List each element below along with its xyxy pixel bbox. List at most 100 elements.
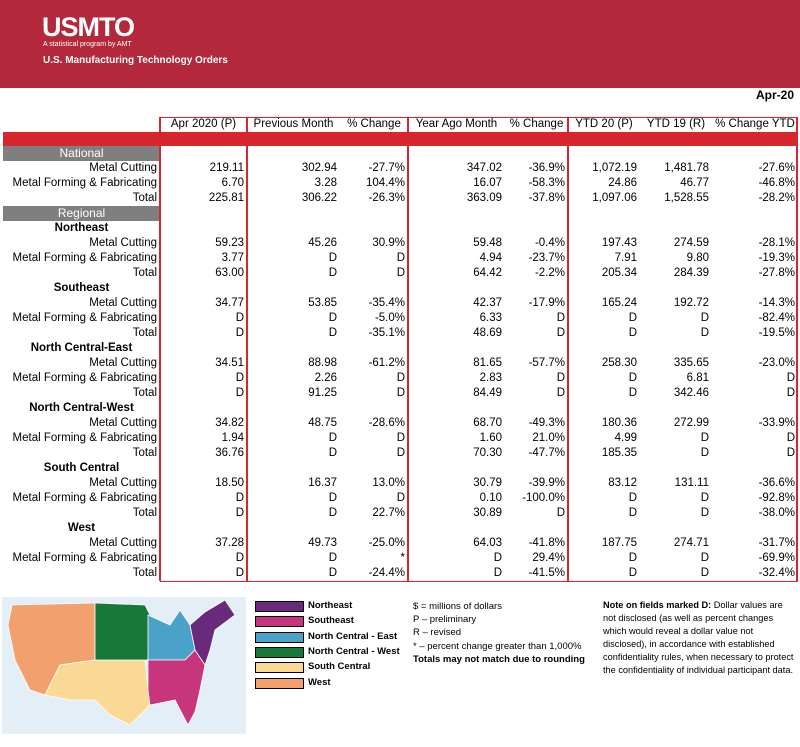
table-cell: 59.23 (215, 237, 244, 249)
table-cell: D (235, 552, 244, 564)
table-cell: 30.89 (473, 507, 502, 519)
table-cell: D (628, 372, 637, 384)
table-cell: 335.65 (673, 357, 709, 369)
table-cell: 48.75 (308, 417, 337, 429)
table-cell: 29.4% (532, 552, 565, 564)
table-cell: -35.1% (368, 327, 405, 339)
column-divider (159, 117, 161, 581)
table-cell: 1,097.06 (592, 192, 637, 204)
logo: USMTO (42, 12, 135, 42)
row-label: Metal Cutting (89, 237, 157, 249)
table-cell: -27.6% (758, 162, 795, 174)
column-header: % Change (509, 118, 564, 130)
table-cell: 104.4% (365, 177, 405, 189)
table-cell: D (328, 492, 337, 504)
table-cell: 70.30 (473, 447, 502, 459)
table-cell: D (396, 387, 405, 399)
table-cell: 3.77 (221, 252, 244, 264)
table-cell: 347.02 (466, 162, 502, 174)
map-north-central-west (94, 602, 151, 661)
table-cell: D (328, 312, 337, 324)
table-cell: 81.65 (473, 357, 502, 369)
table-cell: 1.94 (221, 432, 244, 444)
table-cell: 49.73 (308, 537, 337, 549)
legend-label: North Central - East (308, 630, 398, 642)
table-cell: D (700, 492, 709, 504)
report-date: Apr-20 (755, 88, 794, 102)
table-cell: D (628, 387, 637, 399)
table-cell: 185.35 (601, 447, 637, 459)
row-label: Metal Forming & Fabricating (12, 492, 157, 504)
header-rule (160, 117, 798, 118)
table-cell: -58.3% (528, 177, 565, 189)
column-divider (796, 117, 798, 581)
table-cell: D (235, 492, 244, 504)
table-cell: D (556, 327, 565, 339)
table-cell: 64.42 (473, 267, 502, 279)
column-divider (567, 117, 569, 581)
legend-label: Northeast (308, 600, 353, 611)
table-cell: 3.28 (314, 177, 337, 189)
table-cell: 1,481.78 (664, 162, 709, 174)
row-label: Metal Forming & Fabricating (12, 177, 157, 189)
table-cell: -41.8% (528, 537, 565, 549)
table-cell: 272.99 (673, 417, 709, 429)
table-cell: -41.5% (528, 567, 565, 579)
table-cell: 36.76 (215, 447, 244, 459)
legend-label: Southeast (308, 615, 354, 627)
table-cell: -61.2% (368, 357, 405, 369)
table-cell: 342.46 (673, 387, 709, 399)
table-cell: 91.25 (308, 387, 337, 399)
table-cell: -82.4% (758, 312, 795, 324)
table-cell: -100.0% (522, 492, 565, 504)
table-cell: 258.30 (601, 357, 637, 369)
table-cell: D (328, 432, 337, 444)
table-cell: D (235, 372, 244, 384)
column-divider (246, 117, 248, 581)
region-map (2, 597, 246, 734)
region-name: Southeast (53, 282, 110, 294)
table-cell: D (396, 267, 405, 279)
legend-swatch (255, 601, 304, 612)
table-cell: 180.36 (601, 417, 637, 429)
table-cell: 48.69 (473, 327, 502, 339)
legend-swatch (255, 662, 304, 674)
table-cell: * (400, 552, 405, 564)
table-cell: -49.3% (528, 417, 565, 429)
legend-swatch (255, 631, 304, 643)
table-cell: D (493, 567, 502, 579)
table-cell: -47.7% (528, 447, 565, 459)
table-cell: 225.81 (208, 192, 244, 204)
map-northeast (189, 599, 236, 666)
table-cell: -23.7% (528, 252, 565, 264)
column-header: YTD 19 (R) (646, 118, 706, 130)
row-label: Total (132, 387, 157, 399)
table-cell: 7.91 (614, 252, 637, 264)
table-cell: 1.60 (479, 432, 502, 444)
table-cell: -27.7% (368, 162, 405, 174)
table-cell: D (328, 327, 337, 339)
table-cell: -28.6% (368, 417, 405, 429)
table-cell: D (396, 252, 405, 264)
table-cell: -31.7% (758, 537, 795, 549)
table-cell: D (700, 312, 709, 324)
table-cell: -28.2% (758, 192, 795, 204)
row-label: Total (132, 267, 157, 279)
table-cell: -17.9% (528, 297, 565, 309)
table-cell: -26.3% (368, 192, 405, 204)
table-cell: D (628, 327, 637, 339)
table-cell: 16.37 (308, 477, 337, 489)
table-cell: -37.8% (528, 192, 565, 204)
table-cell: 4.94 (479, 252, 502, 264)
table-cell: -24.4% (368, 567, 405, 579)
table-cell: D (786, 372, 795, 384)
table-cell: 187.75 (601, 537, 637, 549)
column-header: Apr 2020 (P) (170, 118, 237, 130)
table-cell: 83.12 (608, 477, 637, 489)
row-label: Total (132, 327, 157, 339)
header-band: USMTO A statistical program by AMT U.S. … (0, 0, 800, 88)
row-label: Metal Forming & Fabricating (12, 312, 157, 324)
note-line: R – revised (413, 627, 462, 639)
table-cell: 2.83 (479, 372, 502, 384)
